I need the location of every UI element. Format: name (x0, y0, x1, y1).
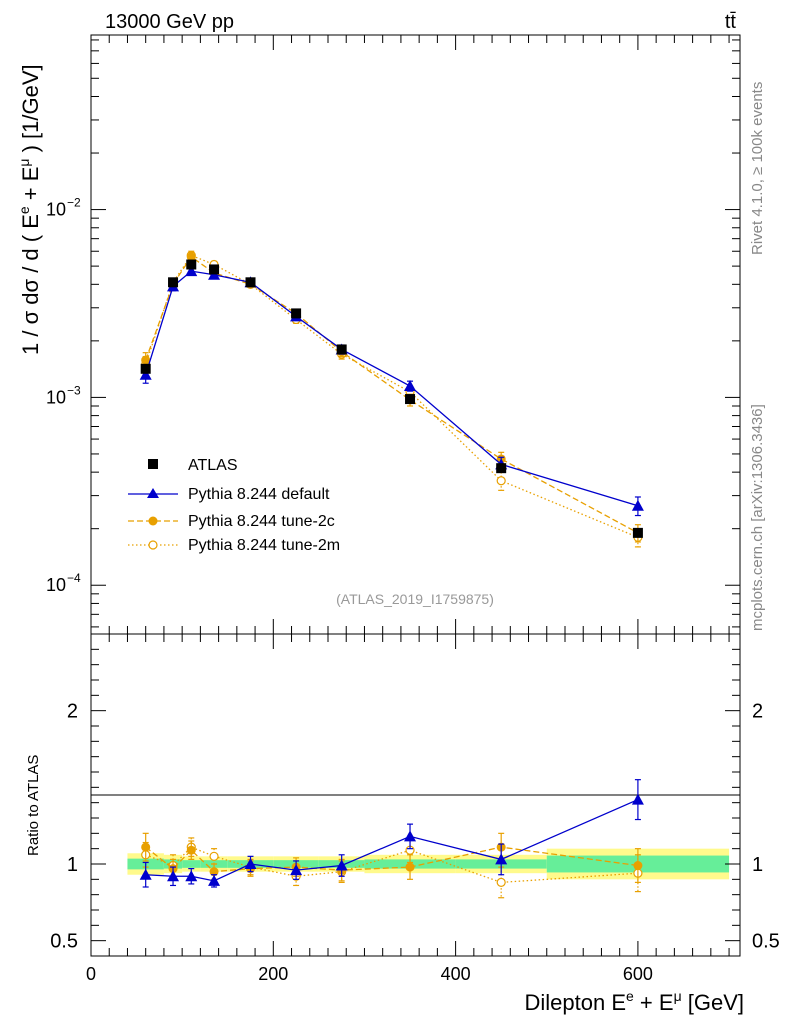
data-point-triangle (208, 874, 221, 886)
ratio-y-tick-label: 1 (752, 854, 763, 876)
data-point-square (140, 363, 151, 374)
x-axis-label: Dilepton Ee + Eμ [GeV] (525, 988, 745, 1015)
legend-entry-tune2c: Pythia 8.244 tune-2c (128, 513, 335, 530)
data-point-triangle (167, 870, 180, 882)
legend-label-tune2m: Pythia 8.244 tune-2m (188, 537, 340, 554)
mcplots-label: mcplots.cern.ch [arXiv:1306.3436] (749, 404, 766, 631)
data-point-triangle (631, 793, 644, 805)
ratio-y-tick-label: 1 (67, 854, 78, 876)
data-point-square (209, 264, 220, 275)
data-point-triangle (244, 858, 257, 869)
x-tick-label: 200 (258, 964, 288, 984)
ratio-y-tick-label: 0.5 (50, 931, 78, 953)
collision-label: 13000 GeV pp (105, 11, 234, 33)
data-point-open-circle (496, 476, 506, 486)
data-point-triangle (139, 368, 152, 380)
main-series-group (139, 250, 644, 548)
data-point-filled-circle (405, 862, 415, 872)
series-square (140, 259, 643, 538)
data-point-triangle (495, 853, 508, 865)
legend: ATLAS Pythia 8.244 default Pythia 8.244 … (128, 457, 340, 554)
ratio-y-axis-label: Ratio to ATLAS (25, 755, 42, 856)
data-point-triangle (631, 499, 644, 511)
data-point-triangle (139, 868, 152, 880)
legend-label-default: Pythia 8.244 default (188, 486, 330, 503)
data-point-open-circle (209, 851, 219, 861)
data-point-filled-circle (633, 861, 643, 871)
data-point-triangle (185, 870, 198, 882)
legend-marker-triangle (147, 488, 159, 498)
main-y-axis-label: 1 / σ dσ / d ( Ee + Eμ ) [1/GeV] (16, 64, 43, 355)
process-label: tt̄ (725, 11, 737, 33)
main-y-tick-label: 10 (46, 575, 66, 595)
main-y-tick-label: 10 (46, 200, 66, 220)
series-triangle (139, 779, 644, 888)
ratio-y-tick-label: 2 (67, 701, 78, 723)
series-line (145, 799, 639, 882)
ratio-band-inner (182, 860, 201, 868)
data-point-triangle (404, 830, 417, 842)
data-point-square (405, 394, 416, 405)
legend-marker-filled-circle (148, 516, 158, 526)
data-point-square (168, 277, 179, 288)
ratio-y-tick-label: 2 (752, 701, 763, 723)
legend-entry-default: Pythia 8.244 default (128, 486, 330, 503)
series-triangle (139, 265, 644, 517)
ratio-series-group (139, 779, 644, 899)
x-tick-label: 0 (86, 964, 96, 984)
main-y-tick-exponent: −2 (67, 196, 81, 210)
data-point-square (186, 259, 197, 270)
rivet-version-label: Rivet 4.1.0, ≥ 100k events (749, 82, 766, 255)
legend-marker-open-circle (148, 540, 158, 550)
x-tick-label: 400 (441, 964, 471, 984)
series-line (145, 270, 639, 507)
data-point-filled-circle (141, 842, 151, 852)
legend-label-tune2c: Pythia 8.244 tune-2c (188, 513, 335, 530)
legend-label-atlas: ATLAS (188, 457, 238, 474)
main-y-tick-exponent: −3 (67, 383, 81, 397)
analysis-id-label: (ATLAS_2019_I1759875) (336, 591, 494, 607)
data-point-open-circle (496, 877, 506, 888)
main-y-tick-exponent: −4 (67, 571, 81, 585)
data-point-triangle (335, 859, 348, 871)
legend-entry-atlas: ATLAS (148, 457, 238, 474)
main-y-tick-label: 10 (46, 387, 66, 407)
data-point-triangle (404, 380, 417, 392)
ratio-y-tick-label: 0.5 (752, 931, 780, 953)
data-point-square (632, 527, 643, 538)
data-point-triangle (290, 864, 303, 876)
legend-marker-square (148, 459, 158, 469)
data-point-filled-circle (186, 252, 196, 262)
data-point-triangle (185, 265, 198, 277)
data-point-filled-circle (209, 867, 219, 877)
series-line (145, 846, 638, 873)
series-line (145, 846, 638, 884)
data-point-filled-circle (141, 355, 151, 365)
data-point-filled-circle (186, 845, 196, 855)
data-point-square (336, 344, 347, 355)
data-point-square (291, 308, 302, 319)
x-tick-label: 600 (623, 964, 653, 984)
legend-entry-tune2m: Pythia 8.244 tune-2m (128, 537, 340, 554)
data-point-square (496, 463, 507, 474)
data-point-square (245, 277, 256, 288)
